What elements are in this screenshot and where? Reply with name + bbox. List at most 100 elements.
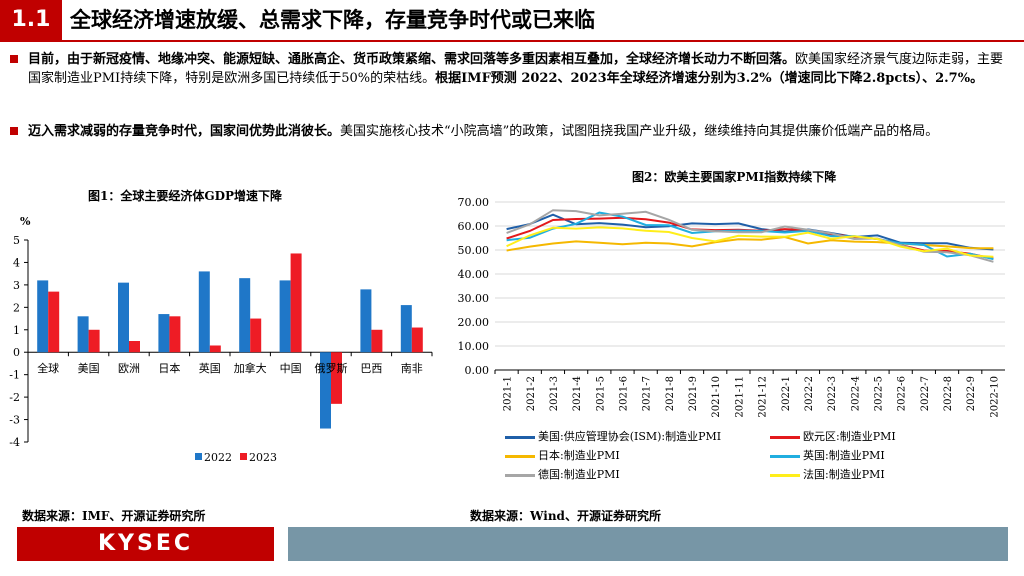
bar-2022-南非 (400, 305, 412, 353)
x-tick-label: 2022-1 (781, 376, 792, 411)
header-divider (0, 40, 1024, 42)
x-category-label: 日本 (158, 361, 180, 375)
y-tick-label: 30.00 (458, 292, 490, 305)
legend-label: 德国:制造业PMI (538, 468, 620, 481)
bar-2022-全球 (37, 280, 49, 353)
bar-2023-欧洲 (129, 341, 140, 353)
legend-swatch (770, 473, 800, 477)
bar-2022-巴西 (360, 289, 372, 353)
legend-swatch (505, 454, 535, 458)
legend-swatch (770, 435, 800, 439)
x-tick-label: 2021-4 (572, 376, 583, 411)
y-tick-label: 3 (13, 279, 20, 292)
x-tick-label: 2021-7 (642, 376, 653, 411)
x-tick-label: 2022-5 (874, 376, 885, 411)
x-tick-label: 2021-8 (665, 376, 676, 411)
x-tick-label: 2021-5 (595, 376, 606, 411)
y-tick-label: 4 (13, 256, 20, 269)
x-category-label: 美国 (78, 362, 100, 375)
bullet-2-text: 迈入需求减弱的存量竞争时代，国家间优势此消彼长。美国实施核心技术“小院高墙”的政… (28, 122, 1015, 141)
legend-swatch (505, 435, 535, 439)
legend-label: 美国:供应管理协会(ISM):制造业PMI (538, 430, 722, 443)
legend-item-eurozone: 欧元区:制造业PMI (770, 430, 896, 444)
bar-2022-中国 (279, 280, 291, 353)
y-tick-label: 0.00 (465, 364, 490, 377)
bullet-1-bold-tail: 根据IMF预测 2022、2023年全球经济增速分别为3.2%（增速同比下降2.… (435, 71, 984, 86)
footer-bar (288, 527, 1008, 561)
x-category-label: 加拿大 (234, 361, 267, 375)
bullet-square-icon (10, 55, 18, 63)
bar-2023-日本 (169, 316, 181, 353)
x-tick-label: 2022-7 (920, 376, 931, 411)
legend-swatch (505, 473, 535, 477)
source-note-left: 数据来源：IMF、开源证券研究所 (22, 509, 206, 523)
x-tick-label: 2022-10 (989, 376, 1000, 418)
y-tick-label: 2 (13, 301, 20, 314)
x-category-label: 全球 (37, 361, 59, 375)
x-category-label: 巴西 (360, 362, 382, 375)
y-tick-label: 10.00 (458, 340, 490, 353)
x-tick-label: 2022-8 (943, 376, 954, 411)
bar-2022-加拿大 (239, 278, 251, 353)
legend-item-japan: 日本:制造业PMI (505, 449, 620, 463)
legend-swatch-2022 (195, 453, 202, 460)
kysec-logo: KYSEC (17, 527, 274, 561)
legend-item-us: 美国:供应管理协会(ISM):制造业PMI (505, 430, 721, 444)
x-category-label: 南非 (401, 362, 423, 375)
x-category-label: 俄罗斯 (315, 362, 348, 375)
x-category-label: 英国 (199, 361, 221, 375)
series-line-英国:制造业PMI (506, 211, 994, 261)
section-number: 1.1 (0, 0, 62, 40)
x-tick-label: 2022-4 (850, 376, 861, 411)
legend-swatch-2023 (240, 453, 247, 460)
y-tick-label: 0 (13, 346, 20, 359)
bullet-2-body: 美国实施核心技术“小院高墙”的政策，试图阻挠我国产业升级，继续维持向其提供廉价低… (340, 124, 939, 139)
bullet-1-body: 欧美国家经济景气度边际走弱，主要国家制造业PMI持续下降，特别是欧洲多国已持续低… (28, 52, 1004, 86)
legend-item-france: 法国:制造业PMI (770, 468, 885, 482)
legend-label: 法国:制造业PMI (803, 468, 885, 481)
x-tick-label: 2021-11 (734, 376, 745, 418)
page-title: 全球经济增速放缓、总需求下降，存量竞争时代或已来临 (70, 8, 595, 32)
x-tick-label: 2021-6 (619, 376, 630, 411)
x-tick-label: 2022-6 (897, 376, 908, 411)
x-tick-label: 2022-2 (804, 376, 815, 411)
y-tick-label: 1 (13, 324, 20, 337)
bar-2023-加拿大 (250, 318, 262, 353)
y-tick-label: -3 (9, 414, 20, 427)
legend-label: 欧元区:制造业PMI (803, 430, 896, 443)
x-tick-label: 2022-3 (827, 376, 838, 411)
x-category-label: 欧洲 (118, 362, 140, 375)
y-tick-label: 40.00 (458, 268, 490, 281)
bar-2022-欧洲 (118, 282, 129, 353)
legend-item-germany: 德国:制造业PMI (505, 468, 620, 482)
bullet-1: 目前，由于新冠疫情、地缘冲突、能源短缺、通胀高企、货币政策紧缩、需求回落等多重因… (10, 50, 1015, 88)
gdp-bar-chart: % -4 -3 -2 -1 0 1 2 3 4 5 全球 美国 欧洲 日本 英国 加拿大 中国 俄罗斯 巴西 南非 202… (9, 215, 433, 464)
x-tick-label: 2021-3 (549, 376, 560, 411)
bar-2023-全球 (48, 291, 60, 353)
y-tick-label: 60.00 (458, 220, 490, 233)
series-line-法国:制造业PMI (506, 226, 994, 258)
y-unit-label: % (20, 215, 31, 228)
x-category-label: 中国 (280, 362, 302, 375)
y-tick-label: 50.00 (458, 244, 490, 257)
legend-label-2022: 2022 (204, 451, 232, 464)
bar-2022-俄罗斯 (320, 352, 331, 429)
y-tick-label: -4 (9, 436, 20, 449)
x-tick-label: 2021-10 (711, 376, 722, 418)
bullet-square-icon (10, 127, 18, 135)
legend-label: 英国:制造业PMI (803, 449, 885, 462)
y-tick-label: -2 (9, 391, 20, 404)
source-note-right: 数据来源：Wind、开源证券研究所 (470, 509, 661, 523)
bullet-2-bold-lead: 迈入需求减弱的存量竞争时代，国家间优势此消彼长。 (28, 124, 341, 139)
bar-2023-美国 (88, 329, 100, 353)
y-tick-label: 20.00 (458, 316, 490, 329)
chart2-title: 图2：欧美主要国家PMI指数持续下降 (632, 170, 837, 184)
y-tick-label: 70.00 (458, 196, 490, 209)
bullet-1-text: 目前，由于新冠疫情、地缘冲突、能源短缺、通胀高企、货币政策紧缩、需求回落等多重因… (28, 50, 1015, 88)
bullet-2: 迈入需求减弱的存量竞争时代，国家间优势此消彼长。美国实施核心技术“小院高墙”的政… (10, 122, 1015, 141)
legend-label: 日本:制造业PMI (538, 449, 620, 462)
bar-2022-美国 (77, 316, 89, 353)
y-tick-label: -1 (9, 369, 20, 382)
bar-2022-日本 (158, 314, 170, 353)
bar-2023-英国 (209, 345, 221, 353)
